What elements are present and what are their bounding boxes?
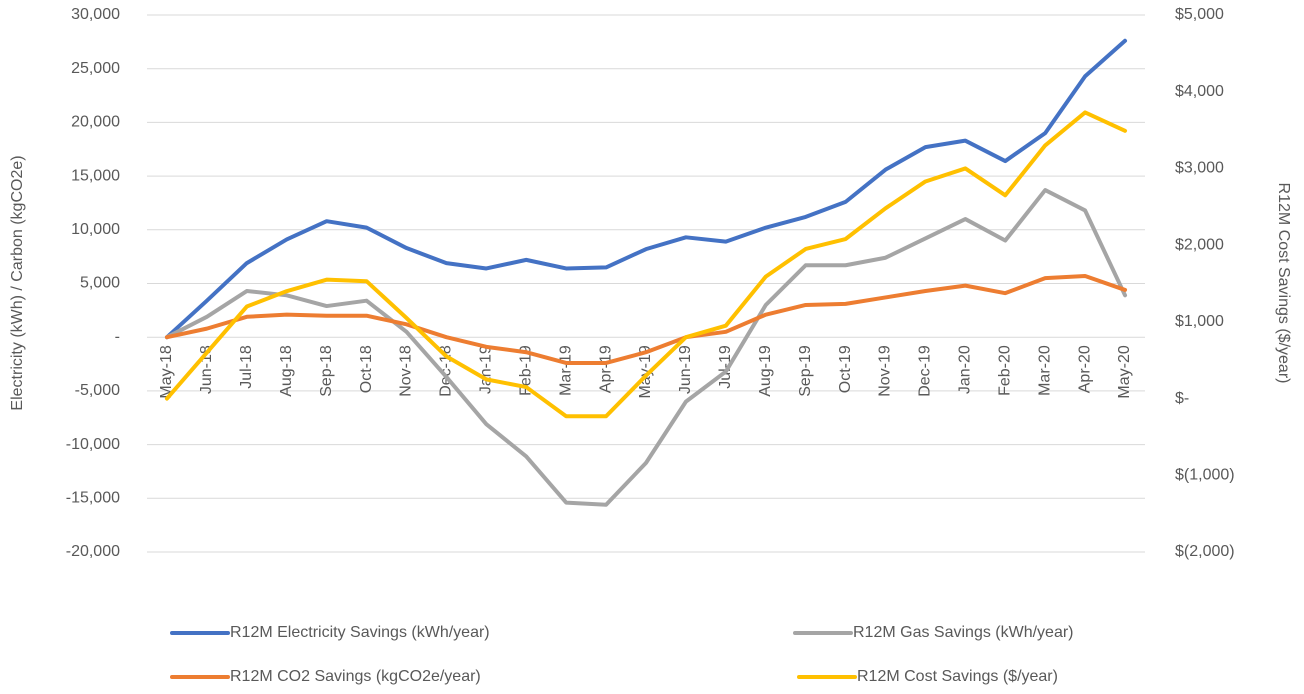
x-tick-label: Sep-19 bbox=[797, 345, 814, 397]
x-tick-label: Mar-20 bbox=[1036, 345, 1053, 396]
y2-tick-label: $4,000 bbox=[1175, 83, 1224, 100]
legend-label: R12M CO2 Savings (kgCO2e/year) bbox=[230, 668, 481, 685]
x-tick-label: Jul-19 bbox=[717, 345, 734, 389]
y2-tick-label: $3,000 bbox=[1175, 160, 1224, 177]
x-tick-label: Apr-19 bbox=[597, 345, 614, 393]
y2-axis-title: R12M Cost Savings ($/year) bbox=[1275, 183, 1292, 384]
y-tick-label: - bbox=[115, 328, 120, 345]
y-axis-title: Electricity (kWh) / Carbon (kgCO2e) bbox=[9, 155, 26, 410]
x-tick-label: Sep-18 bbox=[318, 345, 335, 397]
x-tick-label: Nov-19 bbox=[877, 345, 894, 397]
series-line bbox=[164, 188, 1128, 507]
x-tick-label: May-19 bbox=[637, 345, 654, 398]
x-tick-label: Feb-20 bbox=[996, 345, 1013, 396]
x-tick-label: Aug-18 bbox=[278, 345, 295, 397]
x-tick-label: Mar-19 bbox=[557, 345, 574, 396]
series-line bbox=[164, 273, 1128, 365]
y2-tick-label: $1,000 bbox=[1175, 313, 1224, 330]
y-tick-label: 30,000 bbox=[71, 6, 120, 23]
x-tick-label: Jul-18 bbox=[238, 345, 255, 389]
y-tick-label: 15,000 bbox=[71, 167, 120, 184]
y2-tick-label: $(1,000) bbox=[1175, 467, 1235, 484]
x-tick-label: Dec-19 bbox=[917, 345, 934, 397]
y-tick-label: -15,000 bbox=[66, 490, 120, 507]
x-tick-label: May-20 bbox=[1116, 345, 1133, 398]
y2-tick-label: $(2,000) bbox=[1175, 543, 1235, 560]
y-tick-label: -20,000 bbox=[66, 543, 120, 560]
x-tick-label: Oct-18 bbox=[358, 345, 375, 393]
x-tick-label: Oct-19 bbox=[837, 345, 854, 393]
x-tick-label: Aug-19 bbox=[757, 345, 774, 397]
series-line bbox=[164, 110, 1128, 419]
legend-label: R12M Cost Savings ($/year) bbox=[857, 668, 1058, 685]
y2-tick-label: $5,000 bbox=[1175, 6, 1224, 23]
series-line bbox=[164, 38, 1128, 340]
x-tick-label: Jun-19 bbox=[677, 345, 694, 394]
x-tick-label: Jan-19 bbox=[478, 345, 495, 394]
legend-label: R12M Electricity Savings (kWh/year) bbox=[230, 624, 490, 641]
y-tick-label: -5,000 bbox=[75, 382, 120, 399]
y2-tick-label: $- bbox=[1175, 390, 1189, 407]
y-tick-label: 10,000 bbox=[71, 221, 120, 238]
y-tick-label: 5,000 bbox=[80, 275, 120, 292]
x-tick-label: Apr-20 bbox=[1076, 345, 1093, 393]
legend-label: R12M Gas Savings (kWh/year) bbox=[853, 624, 1074, 641]
x-tick-label: Nov-18 bbox=[398, 345, 415, 397]
y-tick-label: 25,000 bbox=[71, 60, 120, 77]
y2-tick-label: $2,000 bbox=[1175, 236, 1224, 253]
y-tick-label: 20,000 bbox=[71, 114, 120, 131]
y-tick-label: -10,000 bbox=[66, 436, 120, 453]
x-tick-label: Jan-20 bbox=[957, 345, 974, 394]
x-tick-label: Feb-19 bbox=[517, 345, 534, 396]
x-tick-label: May-18 bbox=[158, 345, 175, 398]
